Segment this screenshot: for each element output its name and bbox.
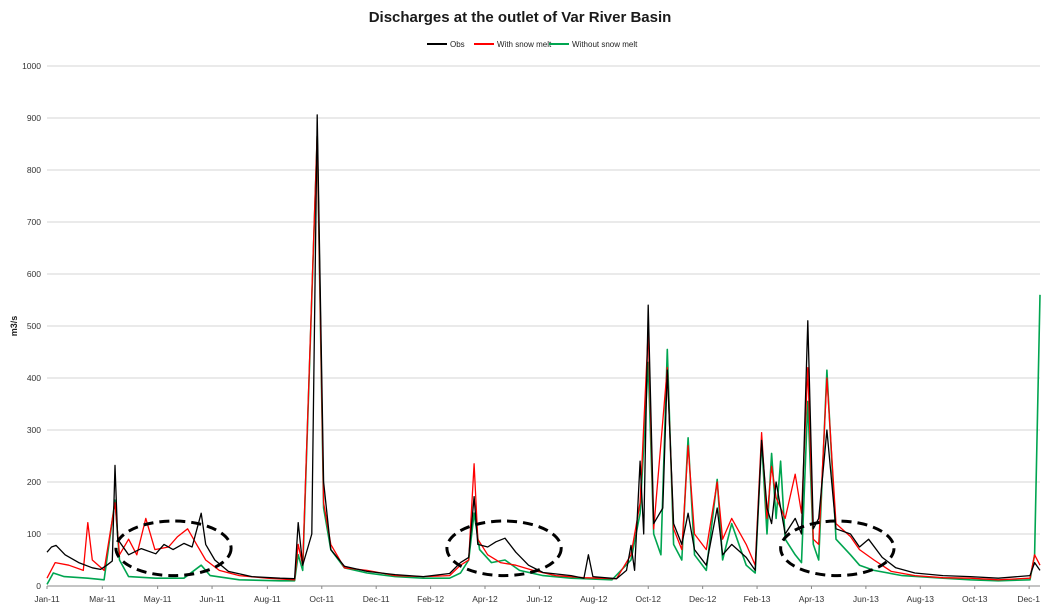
series-lines [46,114,1041,585]
x-tick-label: Apr-12 [472,594,498,604]
x-tick-label: Oct-13 [962,594,988,604]
highlight-ellipse [114,519,233,578]
x-tick-label: Aug-13 [907,594,935,604]
highlight-ellipse [445,519,563,578]
y-tick-label: 1000 [22,61,41,71]
y-tick-label: 900 [27,113,41,123]
y-tick-label: 300 [27,425,41,435]
x-tick-label: Oct-11 [309,594,334,604]
series-line [46,114,1041,580]
x-tick-label: Dec-1 [1017,594,1040,604]
x-tick-label: May-11 [144,594,172,604]
legend-label: Obs [450,40,465,49]
y-axis-title: m3/s [9,316,19,337]
legend: Obs With snow melt Without snow melt [427,40,638,49]
x-tick-label: Feb-12 [417,594,444,604]
y-axis-ticks: 0 100 200 300 400 500 600 700 800 900 1000 [22,61,41,591]
x-tick-label: Dec-11 [363,594,390,604]
x-tick-label: Jun-12 [526,594,552,604]
x-tick-label: Jun-13 [853,594,879,604]
x-axis-ticks: Jan-11 Mar-11 May-11 Jun-11 Aug-11 Oct-11 Dec-… [34,586,1040,604]
y-tick-label: 100 [27,529,41,539]
grid-lines [47,65,1040,535]
x-tick-label: Jun-11 [199,594,225,604]
y-tick-label: 200 [27,477,41,487]
x-tick-label: Mar-11 [89,594,116,604]
x-tick-label: Feb-13 [744,594,771,604]
x-tick-label: Jan-11 [34,594,60,604]
x-tick-label: Aug-11 [254,594,281,604]
y-tick-label: 0 [36,581,41,591]
highlight-ellipse [779,519,896,578]
series-line [46,135,1041,585]
y-tick-label: 700 [27,217,41,227]
y-tick-label: 800 [27,165,41,175]
y-tick-label: 600 [27,269,41,279]
highlight-ellipses [114,519,896,578]
y-tick-label: 500 [27,321,41,331]
y-tick-label: 400 [27,373,41,383]
x-tick-label: Oct-12 [635,594,661,604]
series-line [46,132,1041,581]
x-tick-label: Apr-13 [799,594,825,604]
chart-title: Discharges at the outlet of Var River Ba… [369,9,672,26]
legend-label: Without snow melt [572,40,638,49]
x-tick-label: Dec-12 [689,594,717,604]
x-tick-label: Aug-12 [580,594,608,604]
legend-label: With snow melt [497,40,552,49]
